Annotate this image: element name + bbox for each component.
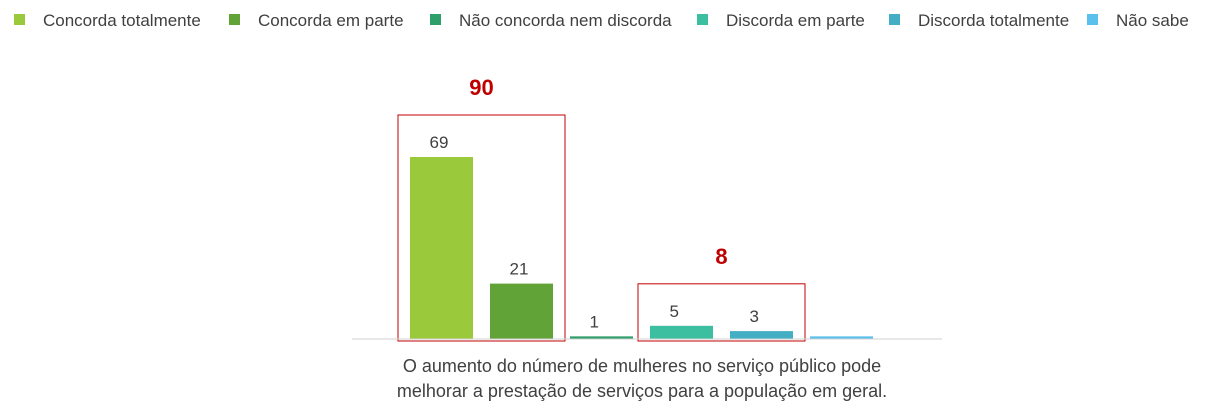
legend-swatch (697, 14, 708, 25)
category-label-line-2: melhorar a prestação de serviços para a … (397, 381, 887, 401)
bar-concorda-em-parte (490, 283, 553, 339)
category-label: O aumento do número de mulheres no servi… (397, 356, 887, 401)
group-boxes (397, 114, 806, 342)
legend-swatch (889, 14, 900, 25)
data-label-concorda-totalmente: 69 (430, 133, 449, 152)
group-totals: 90 8 (469, 75, 727, 269)
group-box-2 (637, 283, 806, 342)
bar-nao-concorda-nem-discorda (570, 336, 633, 339)
data-label-concorda-em-parte: 21 (510, 260, 529, 279)
category-label-line-1: O aumento do número de mulheres no servi… (403, 356, 881, 376)
group-box-1 (397, 114, 566, 342)
data-label-nao-concorda-nem-discorda: 1 (590, 312, 599, 331)
bar-nao-sabe (810, 336, 873, 339)
group-total-1: 90 (469, 75, 493, 100)
value-labels: 69 21 1 5 3 (430, 133, 759, 331)
legend-label: Discorda em parte (726, 11, 865, 30)
legend-swatch (14, 14, 25, 25)
legend-item-concorda-totalmente: Concorda totalmente (14, 11, 201, 30)
legend-item-discorda-totalmente: Discorda totalmente (889, 11, 1069, 30)
legend-item-concorda-em-parte: Concorda em parte (229, 11, 404, 30)
bar-discorda-totalmente (730, 331, 793, 339)
chart-bars (410, 157, 873, 339)
legend-label: Discorda totalmente (918, 11, 1069, 30)
legend-item-nao-concorda-nem-discorda: Não concorda nem discorda (430, 11, 672, 30)
bar-discorda-em-parte (650, 325, 713, 339)
chart-legend: Concorda totalmente Concorda em parte Não … (14, 11, 1189, 30)
legend-label: Concorda totalmente (43, 11, 201, 30)
legend-label: Não concorda nem discorda (459, 11, 672, 30)
legend-label: Não sabe (1116, 11, 1189, 30)
legend-item-nao-sabe: Não sabe (1087, 11, 1189, 30)
legend-swatch (1087, 14, 1098, 25)
group-total-2: 8 (715, 244, 727, 269)
data-label-discorda-totalmente: 3 (750, 307, 759, 326)
legend-swatch (430, 14, 441, 25)
legend-item-discorda-em-parte: Discorda em parte (697, 11, 865, 30)
bar-concorda-totalmente (410, 157, 473, 339)
legend-swatch (229, 14, 240, 25)
data-label-discorda-em-parte: 5 (670, 302, 679, 321)
legend-label: Concorda em parte (258, 11, 404, 30)
